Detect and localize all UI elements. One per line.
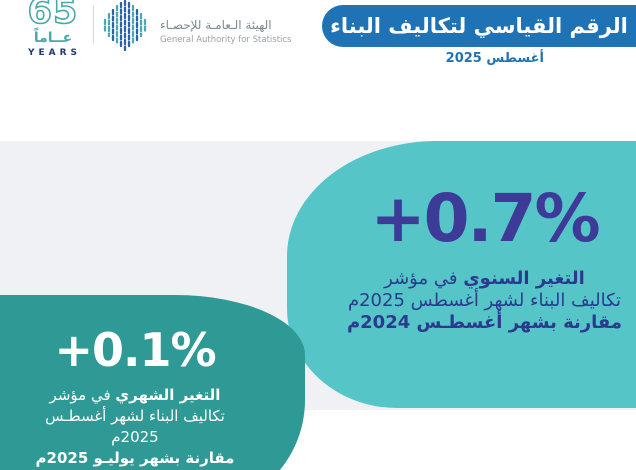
monthly-change-panel: +0.1% التغير الشهري في مؤشر تكاليف البنا… (0, 295, 305, 470)
annual-label-bold: التغير السنوي (463, 268, 585, 289)
monthly-change-description: التغير الشهري في مؤشر تكاليف البناء لشهر… (25, 385, 245, 469)
gastat-name-english: General Authority for Statistics (160, 34, 292, 45)
monthly-line-3: مقارنة بشهر يوليـو 2025م (35, 449, 235, 467)
annual-change-value: +0.7% (370, 180, 600, 257)
report-period: أغسطس 2025 (445, 51, 544, 66)
annual-change-panel: +0.7% التغير السنوي في مؤشر تكاليف البنا… (287, 141, 636, 408)
annual-change-description: التغير السنوي في مؤشر تكاليف البناء لشهر… (332, 268, 636, 334)
monthly-label-rest: في مؤشر (49, 386, 116, 404)
annual-line-1: التغير السنوي في مؤشر (332, 268, 636, 290)
monthly-label-bold: التغير الشهري (115, 386, 221, 404)
65-arabic-word: عــاماً (33, 30, 73, 46)
annual-line-3: مقارنة بشهر أغسطـس 2024م (346, 312, 623, 333)
gastat-name-arabic: الهيئة الـعامـة للإحصـاء (160, 18, 272, 32)
monthly-change-content: +0.1% التغير الشهري في مؤشر تكاليف البنا… (25, 295, 245, 469)
monthly-change-value: +0.1% (54, 323, 216, 377)
report-title-banner: الرقم القياسي لتكاليف البناء (322, 5, 636, 47)
annual-label-rest: في مؤشر (384, 268, 464, 289)
65-years-anniversary-logo: 65 عــاماً YEARS (22, 0, 84, 58)
gastat-logo-names: الهيئة الـعامـة للإحصـاء General Authori… (160, 18, 310, 45)
logo-divider (93, 6, 94, 44)
monthly-line-1: التغير الشهري في مؤشر (25, 385, 245, 406)
65-english-word: YEARS (27, 48, 82, 58)
annual-change-content: +0.7% التغير السنوي في مؤشر تكاليف البنا… (332, 141, 636, 334)
annual-line-2: تكاليف البناء لشهر أغسطس 2025م (347, 290, 622, 311)
monthly-line-2: تكاليف البناء لشهر أغسطـس 2025م (45, 407, 225, 446)
gastat-logo-icon (100, 0, 152, 56)
65-number: 65 (27, 0, 79, 32)
